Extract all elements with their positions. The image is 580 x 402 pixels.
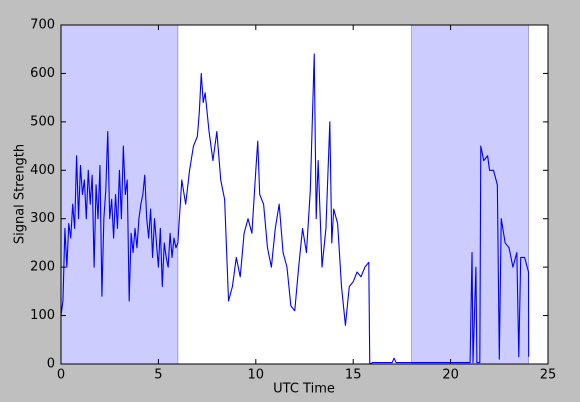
x-tick-label: 0 <box>57 368 65 383</box>
x-axis-label: UTC Time <box>273 382 335 397</box>
y-tick-label: 600 <box>30 66 55 81</box>
y-tick-label: 300 <box>30 211 55 226</box>
y-tick-label: 100 <box>30 308 55 323</box>
shaded-span <box>60 24 179 365</box>
y-tick-label: 0 <box>47 357 55 372</box>
y-tick-label: 700 <box>30 18 55 33</box>
axes-frame <box>60 24 549 365</box>
x-tick-label: 15 <box>345 368 362 383</box>
y-tick-label: 400 <box>30 163 55 178</box>
x-tick-label: 10 <box>248 368 265 383</box>
y-tick-label: 500 <box>30 114 55 129</box>
x-tick-label: 20 <box>442 368 459 383</box>
y-tick-label: 200 <box>30 260 55 275</box>
shaded-span <box>411 24 529 365</box>
signal-line <box>60 53 530 365</box>
y-axis-label: Signal Strength <box>13 144 28 244</box>
x-tick-label: 5 <box>154 368 162 383</box>
x-tick-label: 25 <box>540 368 557 383</box>
